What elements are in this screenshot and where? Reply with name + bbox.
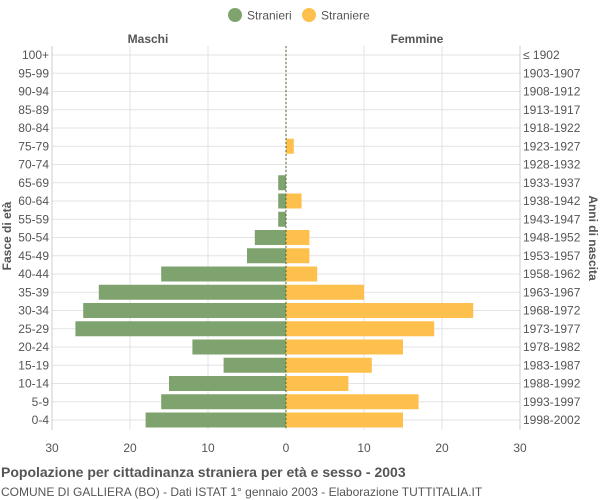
x-tick-label: 30 [513, 441, 527, 455]
left-header-maschi: Maschi [128, 32, 169, 46]
bar-stranieri [278, 211, 286, 227]
age-group-label: 55-59 [18, 212, 49, 226]
bar-straniere [286, 357, 372, 373]
bar-stranieri [278, 193, 286, 209]
bar-straniere [286, 266, 318, 282]
birth-year-label: ≤ 1902 [523, 48, 560, 62]
bar-straniere [286, 248, 310, 264]
birth-year-label: 1963-1967 [523, 285, 581, 299]
age-group-label: 60-64 [18, 194, 49, 208]
y-axis-title-left: Fasce di età [0, 201, 14, 270]
age-group-label: 65-69 [18, 176, 49, 190]
legend-label-straniere: Straniere [321, 9, 370, 23]
bar-straniere [286, 339, 403, 355]
birth-year-label: 1968-1972 [523, 304, 581, 318]
birth-year-label: 1988-1992 [523, 377, 581, 391]
bar-stranieri [161, 394, 286, 410]
chart-title: Popolazione per cittadinanza straniera p… [1, 464, 406, 480]
age-group-label: 80-84 [18, 121, 49, 135]
age-group-label: 85-89 [18, 103, 49, 117]
birth-year-label: 1908-1912 [523, 85, 581, 99]
right-header-femmine: Femmine [391, 32, 444, 46]
age-group-label: 5-9 [32, 395, 50, 409]
x-tick-label: 10 [201, 441, 215, 455]
bar-stranieri [83, 303, 286, 318]
age-group-label: 10-14 [18, 377, 49, 391]
bar-stranieri [278, 175, 286, 191]
bar-straniere [286, 376, 349, 391]
bar-stranieri [254, 230, 286, 245]
bar-stranieri [223, 357, 286, 373]
bar-straniere [286, 193, 302, 209]
x-tick-label: 20 [123, 441, 137, 455]
birth-year-label: 1938-1942 [523, 194, 581, 208]
chart-subtitle: COMUNE DI GALLIERA (BO) - Dati ISTAT 1° … [1, 485, 483, 499]
birth-year-label: 1983-1987 [523, 358, 581, 372]
age-group-label: 0-4 [32, 413, 50, 427]
bar-stranieri [169, 376, 286, 391]
birth-year-label: 1933-1937 [523, 176, 581, 190]
birth-year-label: 1953-1957 [523, 249, 581, 263]
age-group-label: 45-49 [18, 249, 49, 263]
age-group-label: 25-29 [18, 322, 49, 336]
birth-year-label: 1958-1962 [523, 267, 581, 281]
age-group-label: 30-34 [18, 304, 49, 318]
bar-stranieri [98, 284, 286, 300]
x-tick-label: 0 [283, 441, 290, 455]
birth-year-label: 1993-1997 [523, 395, 581, 409]
birth-year-label: 1998-2002 [523, 413, 581, 427]
age-group-label: 100+ [22, 48, 49, 62]
age-group-label: 70-74 [18, 158, 49, 172]
birth-year-label: 1978-1982 [523, 340, 581, 354]
birth-year-label: 1903-1907 [523, 66, 581, 80]
birth-year-label: 1928-1932 [523, 158, 581, 172]
age-group-label: 20-24 [18, 340, 49, 354]
bar-straniere [286, 321, 435, 337]
age-group-label: 90-94 [18, 85, 49, 99]
birth-year-label: 1943-1947 [523, 212, 581, 226]
age-group-label: 35-39 [18, 285, 49, 299]
bar-stranieri [192, 339, 286, 355]
x-tick-label: 10 [357, 441, 371, 455]
bar-straniere [286, 138, 294, 154]
age-group-label: 15-19 [18, 358, 49, 372]
legend: Stranieri Straniere [228, 8, 370, 23]
legend-marker-straniere [302, 8, 316, 22]
y-axis-title-right: Anni di nascita [586, 195, 600, 281]
legend-marker-stranieri [228, 8, 242, 22]
bar-straniere [286, 412, 403, 428]
x-tick-label: 20 [435, 441, 449, 455]
bar-stranieri [161, 266, 286, 282]
x-tick-label: 30 [45, 441, 59, 455]
birth-year-label: 1948-1952 [523, 231, 581, 245]
bar-stranieri [75, 321, 287, 337]
age-group-label: 50-54 [18, 231, 49, 245]
bar-straniere [286, 394, 419, 410]
bar-straniere [286, 230, 310, 245]
birth-year-label: 1913-1917 [523, 103, 581, 117]
bar-stranieri [247, 248, 286, 264]
birth-year-label: 1918-1922 [523, 121, 581, 135]
bar-stranieri [145, 412, 286, 428]
age-group-label: 40-44 [18, 267, 49, 281]
labels-layer: 30 20 10 0 10 20 30 100+ ≤ 1902 95-99 1903-1907 90-… [18, 48, 580, 455]
bar-straniere [286, 303, 474, 318]
age-group-label: 95-99 [18, 66, 49, 80]
legend-label-stranieri: Stranieri [247, 9, 292, 23]
age-group-label: 75-79 [18, 139, 49, 153]
birth-year-label: 1923-1927 [523, 139, 581, 153]
bars-layer [75, 46, 474, 430]
birth-year-label: 1973-1977 [523, 322, 581, 336]
population-pyramid-chart: 30 20 10 0 10 20 30 100+ ≤ 1902 95-99 1903-1907 90-… [0, 8, 600, 455]
bar-straniere [286, 284, 364, 300]
